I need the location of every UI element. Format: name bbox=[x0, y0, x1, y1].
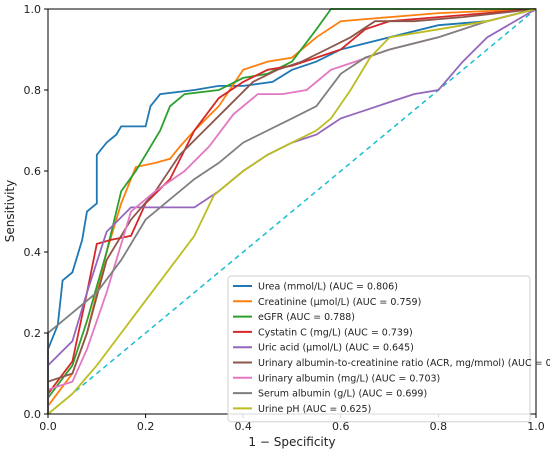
legend-label-3: Cystatin C (mg/L) (AUC = 0.739) bbox=[258, 327, 413, 338]
x-axis-label: 1 − Specificity bbox=[248, 435, 335, 449]
legend-box bbox=[227, 275, 531, 423]
y-tick-label: 0.2 bbox=[24, 327, 42, 340]
y-axis-label: Sensitivity bbox=[3, 180, 17, 242]
x-tick-label: 0.0 bbox=[39, 420, 57, 433]
roc-series-line-7 bbox=[47, 8, 537, 414]
legend-label-7: Serum albumin (g/L) (AUC = 0.699) bbox=[258, 389, 427, 400]
roc-series-line-2 bbox=[47, 8, 536, 414]
y-tick-label: 0.0 bbox=[24, 408, 42, 421]
y-tick-label: 0.8 bbox=[24, 84, 42, 97]
legend-label-2: eGFR (AUC = 0.788) bbox=[258, 312, 355, 323]
y-axis: 0.0 0.2 0.4 0.6 0.8 1.0 bbox=[24, 3, 48, 421]
y-tick-label: 0.4 bbox=[24, 246, 42, 259]
plot-lines bbox=[47, 8, 537, 415]
reference-diagonal-line bbox=[47, 8, 537, 415]
x-tick-label: 0.6 bbox=[332, 420, 350, 433]
roc-series-line-3 bbox=[47, 8, 537, 414]
legend-label-5: Urinary albumin-to-creatinine ratio (ACR… bbox=[258, 358, 550, 369]
legend-label-1: Creatinine (μmol/L) (AUC = 0.759) bbox=[258, 297, 421, 308]
y-tick-label: 1.0 bbox=[24, 3, 42, 16]
x-tick-label: 0.8 bbox=[430, 420, 448, 433]
legend-label-4: Uric acid (μmol/L) (AUC = 0.645) bbox=[258, 343, 414, 354]
x-tick-label: 0.2 bbox=[137, 420, 155, 433]
roc-series-line-8 bbox=[47, 8, 537, 415]
legend-label-8: Urine pH (AUC = 0.625) bbox=[258, 404, 371, 415]
legend-label-0: Urea (mmol/L) (AUC = 0.806) bbox=[258, 282, 398, 293]
roc-series-line-5 bbox=[47, 8, 537, 414]
legend-label-6: Urinary albumin (mg/L) (AUC = 0.703) bbox=[258, 373, 440, 384]
x-axis: 0.0 0.2 0.4 0.6 0.8 1.0 bbox=[39, 414, 545, 433]
y-tick-label: 0.6 bbox=[24, 165, 42, 178]
x-tick-label: 0.4 bbox=[234, 420, 252, 433]
x-tick-label: 1.0 bbox=[527, 420, 545, 433]
legend: Urea (mmol/L) (AUC = 0.806) Creatinine (μ… bbox=[227, 275, 550, 423]
